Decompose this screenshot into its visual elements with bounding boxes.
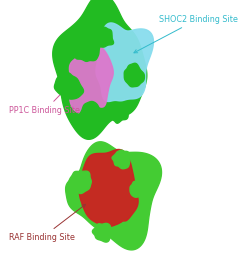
Polygon shape: [90, 27, 114, 47]
Polygon shape: [53, 0, 147, 139]
Polygon shape: [66, 142, 162, 250]
Polygon shape: [70, 46, 113, 113]
Text: PP1C Binding Site: PP1C Binding Site: [9, 87, 80, 115]
Polygon shape: [54, 73, 84, 99]
Polygon shape: [96, 23, 154, 102]
Polygon shape: [78, 102, 100, 128]
Polygon shape: [72, 32, 100, 61]
Text: RAF Binding Site: RAF Binding Site: [9, 204, 86, 242]
Polygon shape: [79, 150, 138, 227]
Polygon shape: [69, 171, 91, 194]
Polygon shape: [110, 103, 128, 123]
Polygon shape: [124, 63, 144, 87]
Polygon shape: [118, 222, 135, 236]
Text: SHOC2 Binding Site: SHOC2 Binding Site: [134, 15, 238, 53]
Polygon shape: [130, 177, 150, 197]
Polygon shape: [92, 223, 111, 242]
Polygon shape: [112, 150, 130, 169]
